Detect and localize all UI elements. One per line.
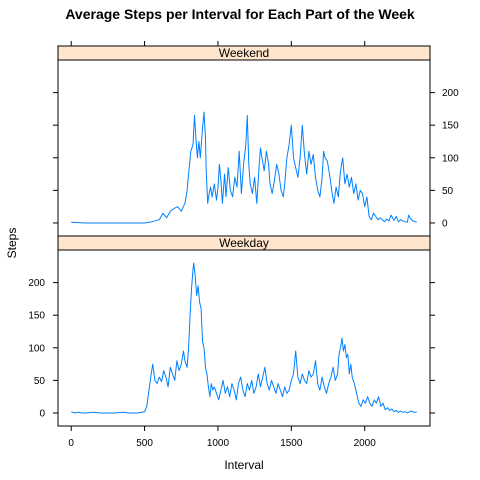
x-tick-label: 1000 [207,438,230,449]
y-tick-label-weekend: 200 [442,88,459,99]
panel-weekend: Weekend 0 50 100 150 200 [53,45,459,237]
x-axis-label: Interval [224,458,263,472]
x-tick-label: 1500 [280,438,303,449]
chart-title: Average Steps per Interval for Each Part… [65,6,415,22]
y-tick-label-weekend: 0 [442,218,448,229]
x-axis: 0 500 1000 1500 2000 [68,41,376,449]
series-line-weekend [71,111,417,224]
panel-weekday: Weekday 0 50 100 150 200 [28,235,435,427]
y-tick-label-weekend: 150 [442,121,459,132]
y-tick-label-weekday: 100 [28,343,45,354]
y-tick-label-weekend: 50 [442,186,454,197]
y-tick-label-weekend: 100 [442,153,459,164]
panel-frame-weekend [57,59,431,237]
panel-frame-weekday [57,249,431,427]
y-tick-label-weekday: 0 [39,408,45,419]
x-tick-label: 500 [136,438,153,449]
y-tick-label-weekday: 200 [28,278,45,289]
x-tick-label: 2000 [354,438,377,449]
strip-label-weekend: Weekend [219,46,269,60]
y-axis-label: Steps [5,228,19,259]
x-tick-label: 0 [68,438,74,449]
strip-label-weekday: Weekday [219,236,269,250]
y-tick-label-weekday: 50 [34,376,46,387]
y-tick-label-weekday: 150 [28,311,45,322]
series-line-weekday [71,262,417,414]
